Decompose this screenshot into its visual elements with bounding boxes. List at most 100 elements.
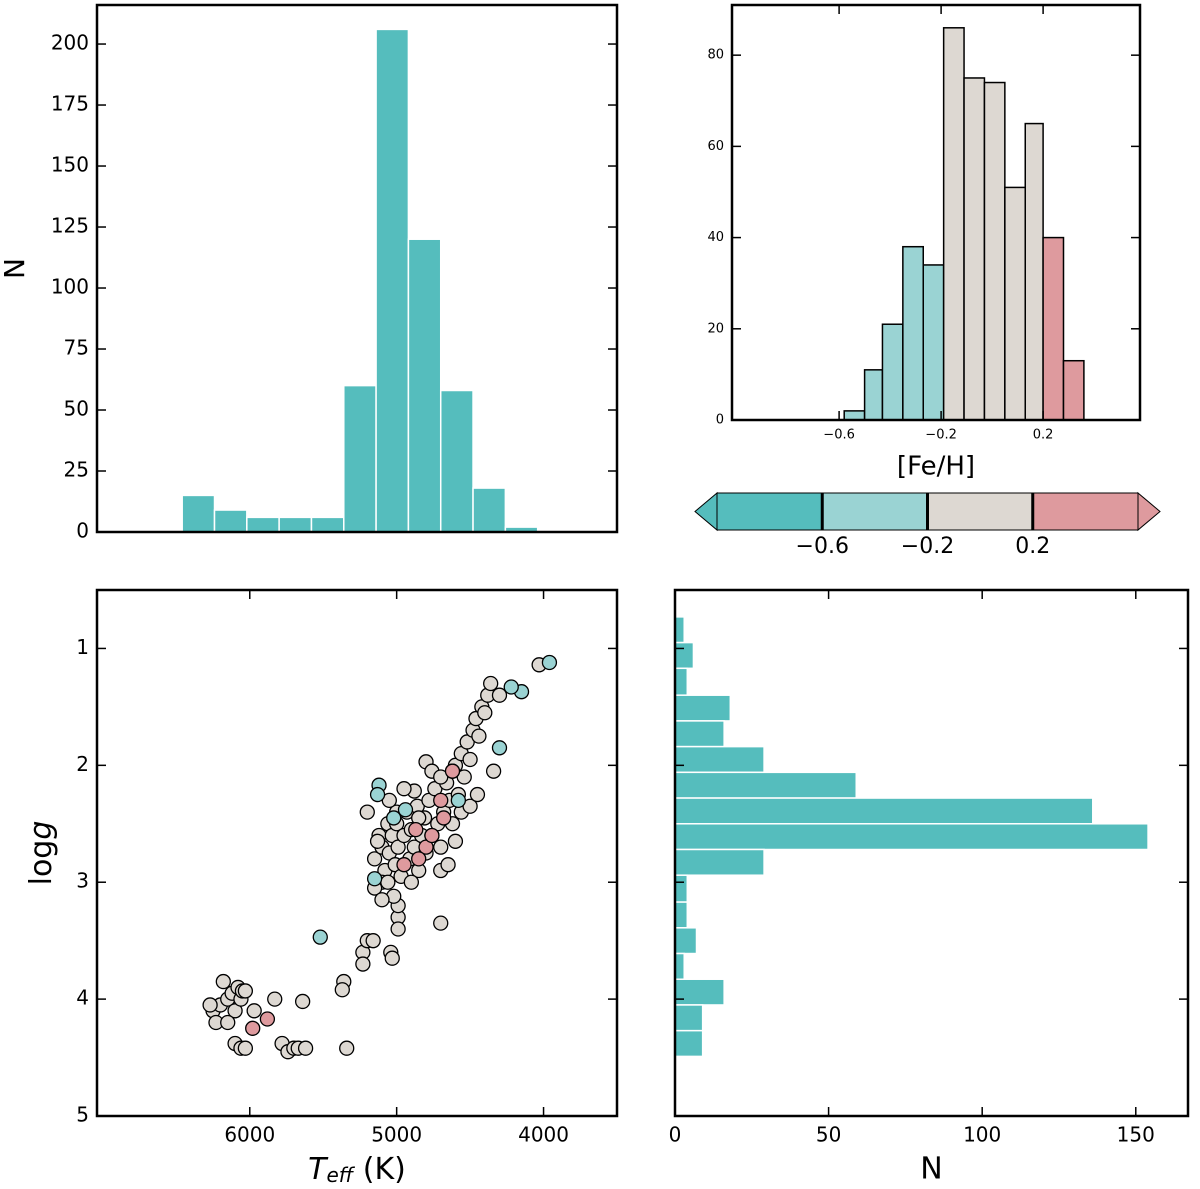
x-tick-label: 6000 <box>224 1123 275 1147</box>
y-tick-label: 1 <box>76 635 89 659</box>
point <box>237 1040 254 1056</box>
point <box>491 740 508 756</box>
x-tick-label: 50 <box>816 1123 841 1147</box>
bar <box>407 238 442 533</box>
bar <box>863 369 884 421</box>
axes-frame <box>95 588 619 1118</box>
point <box>503 679 519 695</box>
point <box>215 973 231 990</box>
y-tick-label: 125 <box>51 214 89 238</box>
colorbar-segment <box>717 493 823 530</box>
bar <box>881 323 904 421</box>
label-subscript: eff <box>326 1163 355 1187</box>
bar <box>674 667 689 696</box>
bar <box>983 81 1006 421</box>
colorbar-segment <box>822 493 928 530</box>
y-axis-label: N <box>0 258 31 279</box>
bar <box>674 927 698 955</box>
bar <box>181 494 216 533</box>
point <box>444 763 461 779</box>
point <box>408 821 424 838</box>
y-tick-label: 50 <box>64 397 89 421</box>
bar <box>1062 359 1085 421</box>
point <box>477 705 493 721</box>
bar <box>674 745 765 774</box>
point <box>259 1011 276 1027</box>
x-tick-label: 100 <box>963 1123 1001 1147</box>
y-tick-label: 20 <box>707 321 724 336</box>
point <box>397 802 414 818</box>
point <box>312 929 328 945</box>
bar <box>674 1029 704 1058</box>
point <box>334 982 350 998</box>
y-axis-label: logg <box>24 821 59 886</box>
point <box>485 763 502 779</box>
x-tick-label: −0.6 <box>823 428 855 443</box>
bar <box>674 641 695 670</box>
point <box>450 792 467 809</box>
bar <box>963 77 986 421</box>
point <box>396 857 412 873</box>
point <box>411 851 427 867</box>
x-tick-label: −0.2 <box>925 428 957 443</box>
point <box>294 993 311 1010</box>
bar <box>674 848 765 876</box>
x-axis-label: N <box>920 1152 942 1187</box>
bar <box>674 823 1149 851</box>
bar <box>278 516 313 533</box>
bar <box>922 264 945 421</box>
bar <box>1042 236 1065 421</box>
bar <box>343 384 377 533</box>
bar <box>246 516 280 533</box>
point <box>366 871 383 887</box>
bar <box>1004 186 1026 421</box>
point <box>246 1003 262 1019</box>
colorbar-extend <box>694 491 718 532</box>
y-tick-label: 3 <box>76 869 89 893</box>
y-tick-label: 2 <box>76 752 89 776</box>
bar <box>375 28 410 533</box>
label-unit: (K) <box>353 1152 406 1187</box>
y-tick-label: 5 <box>76 1103 89 1127</box>
y-tick-label: 150 <box>51 153 89 177</box>
axes-frame <box>673 588 1190 1118</box>
colorbar-tick-label: 0.2 <box>1015 534 1050 559</box>
point <box>267 991 283 1007</box>
bar <box>843 410 866 421</box>
colorbar-extend <box>1137 491 1161 532</box>
point <box>447 833 464 849</box>
point <box>541 654 558 671</box>
bar <box>439 389 474 533</box>
y-tick-label: 60 <box>707 139 724 154</box>
point <box>355 956 371 972</box>
bar <box>674 720 725 748</box>
point <box>462 751 478 768</box>
y-tick-label: 200 <box>51 31 89 55</box>
label-symbol: g <box>24 821 59 840</box>
bar <box>942 27 965 421</box>
bar <box>674 694 732 722</box>
x-tick-label: 150 <box>1117 1123 1155 1147</box>
point <box>483 675 499 692</box>
point <box>384 950 400 966</box>
y-tick-label: 175 <box>51 92 89 116</box>
bar <box>674 771 857 799</box>
y-tick-label: 0 <box>76 519 89 543</box>
x-tick-label: 5000 <box>371 1123 422 1147</box>
point <box>424 827 440 844</box>
point <box>396 781 412 797</box>
point <box>374 892 390 908</box>
point <box>436 810 452 826</box>
bar <box>674 978 725 1006</box>
x-tick-label: 0.2 <box>1033 428 1054 443</box>
bar <box>902 245 924 421</box>
bar <box>310 516 345 533</box>
point <box>471 728 487 744</box>
point <box>469 786 486 803</box>
point <box>433 792 449 809</box>
point <box>491 687 508 703</box>
point <box>220 1014 236 1031</box>
bar <box>674 952 685 980</box>
point <box>366 851 383 867</box>
